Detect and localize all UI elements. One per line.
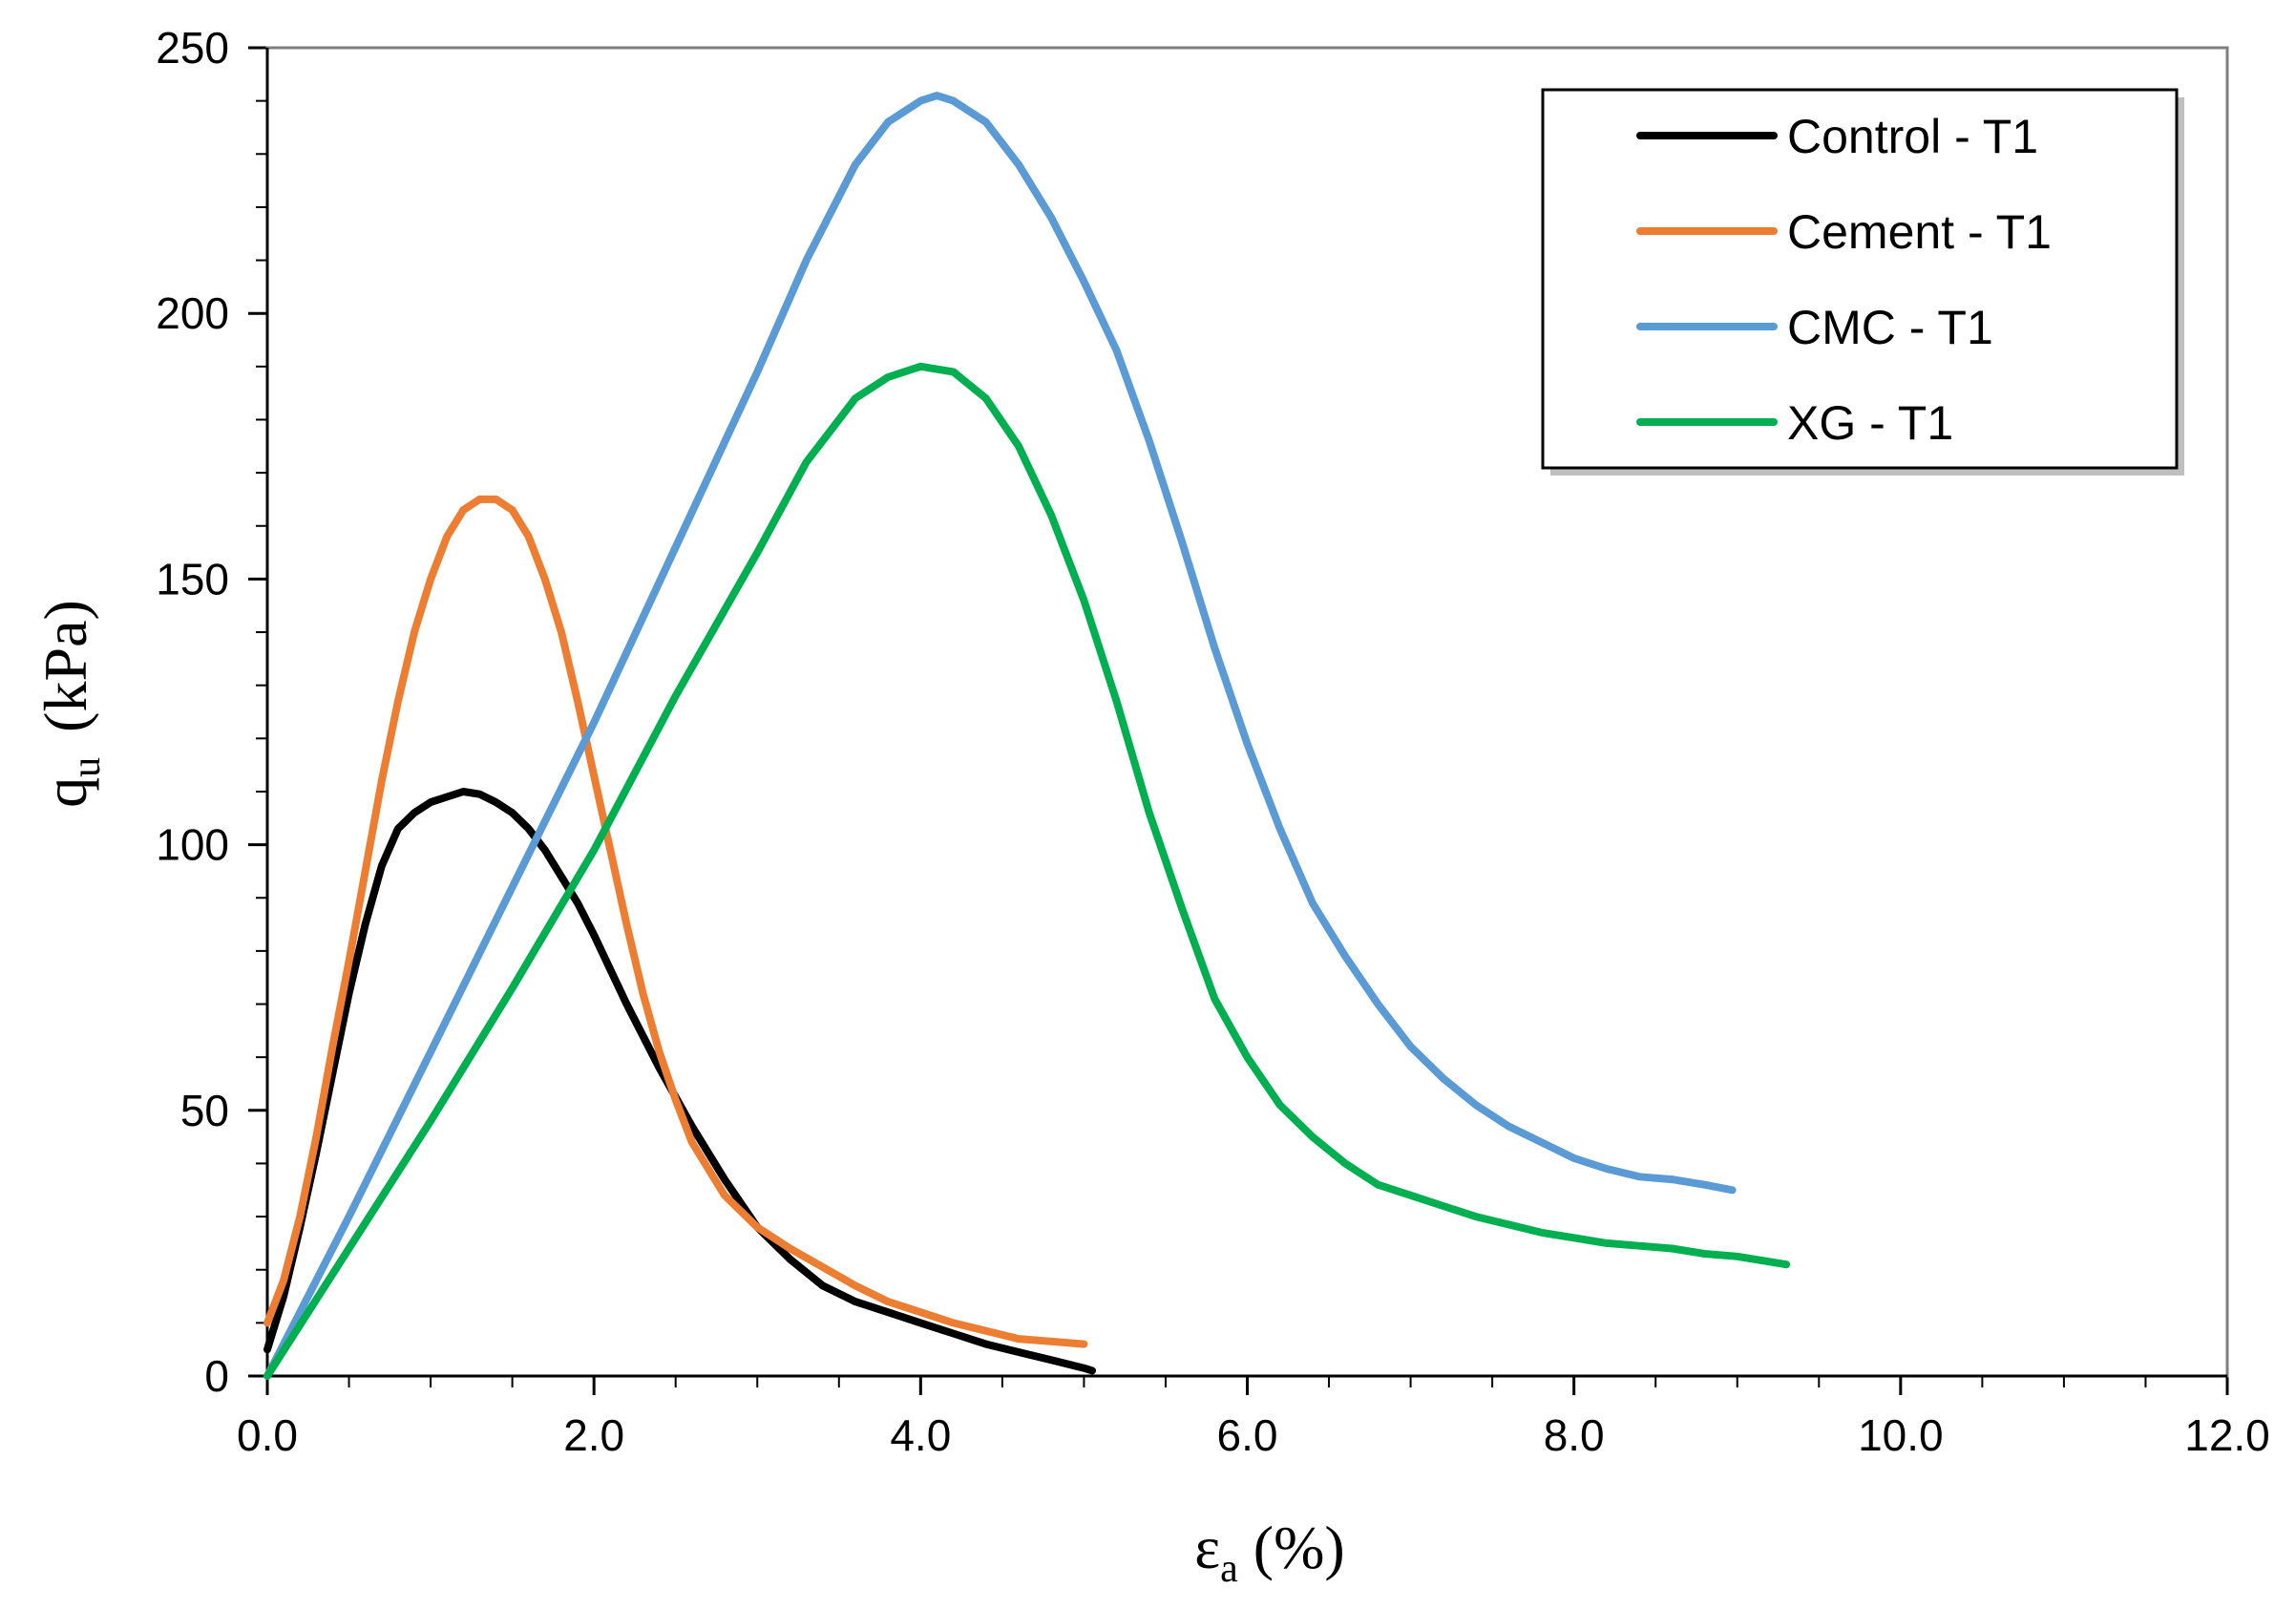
series-group xyxy=(263,92,1791,1380)
legend-label-xg-t1: XG - T1 xyxy=(1787,396,1953,450)
x-tick-label: 10.0 xyxy=(1858,1410,1944,1460)
y-axis-subscript: u xyxy=(65,757,109,777)
x-axis-title: εa (%) xyxy=(1194,1514,1344,1591)
x-axis-symbol: ε xyxy=(1194,1514,1220,1581)
y-tick-labels: 0 50 100 150 200 250 xyxy=(156,23,229,1401)
x-axis-unit: (%) xyxy=(1253,1514,1345,1581)
series-line-control-t1 xyxy=(263,788,1096,1375)
x-tick-label: 8.0 xyxy=(1544,1410,1605,1460)
legend-label-cmc-t1: CMC - T1 xyxy=(1787,301,1993,354)
x-tick-label: 2.0 xyxy=(563,1410,624,1460)
x-tick-label: 6.0 xyxy=(1217,1410,1278,1460)
y-tick-label: 150 xyxy=(156,554,229,603)
y-axis-symbol: q xyxy=(32,777,99,808)
legend-label-cement-t1: Cement - T1 xyxy=(1787,205,2052,259)
y-tick-label: 250 xyxy=(156,23,229,73)
x-tick-labels: 0.0 2.0 4.0 6.0 8.0 10.0 12.0 xyxy=(237,1410,2270,1460)
legend-box xyxy=(1541,88,2179,470)
y-tick-label: 50 xyxy=(180,1086,229,1135)
y-axis-unit: (kPa) xyxy=(32,600,99,732)
legend: Control - T1 Cement - T1 CMC - T1 XG - T1 xyxy=(1541,88,2184,476)
legend-label-control-t1: Control - T1 xyxy=(1787,110,2038,163)
x-tick-label: 0.0 xyxy=(237,1410,298,1460)
y-tick-label: 0 xyxy=(204,1351,229,1401)
x-tick-label: 4.0 xyxy=(890,1410,951,1460)
y-tick-label: 100 xyxy=(156,820,229,870)
y-axis-title: qu (kPa) xyxy=(32,600,109,808)
series-line-cement-t1 xyxy=(263,495,1088,1348)
y-tick-label: 200 xyxy=(156,288,229,338)
major-ticks xyxy=(248,46,2229,1395)
x-axis-subscript: a xyxy=(1220,1547,1238,1591)
series-line-xg-t1 xyxy=(263,362,1791,1380)
series-line-cmc-t1 xyxy=(263,92,1737,1380)
x-tick-label: 12.0 xyxy=(2184,1410,2270,1460)
